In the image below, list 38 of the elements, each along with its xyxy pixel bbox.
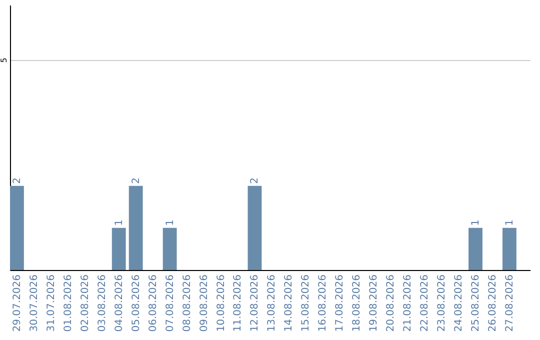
x-tick-label: 03.08.2026 [96, 274, 108, 332]
x-tick-label: 07.08.2026 [164, 274, 176, 332]
x-tick-label: 05.08.2026 [130, 274, 142, 332]
data-label: 2 [12, 178, 23, 184]
x-tick-label: 19.08.2026 [368, 274, 380, 332]
x-tick-label: 29.07.2026 [12, 274, 23, 332]
x-tick-label: 24.08.2026 [454, 274, 465, 332]
x-tick-label: 31.07.2026 [46, 274, 57, 332]
x-tick-label: 21.08.2026 [402, 274, 414, 332]
x-tick-label: 09.08.2026 [198, 274, 210, 332]
data-label: 2 [250, 178, 261, 184]
x-tick-label: 08.08.2026 [182, 274, 193, 332]
x-tick-label: 27.08.2026 [504, 274, 516, 332]
x-tick-label: 01.08.2026 [62, 274, 74, 332]
x-tick-label: 14.08.2026 [284, 274, 295, 332]
data-label: 1 [164, 220, 176, 226]
data-label: 1 [504, 220, 516, 226]
x-tick-label: 02.08.2026 [80, 274, 91, 332]
x-tick-label: 16.08.2026 [318, 274, 329, 332]
x-tick-label: 18.08.2026 [352, 274, 363, 332]
x-tick-label: 22.08.2026 [420, 274, 431, 332]
x-tick-label: 17.08.2026 [334, 274, 346, 332]
x-tick-label: 12.08.2026 [250, 274, 261, 332]
data-label: 1 [470, 220, 482, 226]
x-tick-label: 26.08.2026 [487, 274, 498, 332]
x-tick-label: 13.08.2026 [266, 274, 278, 332]
x-tick-label: 10.08.2026 [216, 274, 227, 332]
y-tick-label: 5 [0, 58, 8, 63]
x-tick-label: 23.08.2026 [436, 274, 448, 332]
x-tick-label: 25.08.2026 [470, 274, 482, 332]
x-tick-label: 06.08.2026 [148, 274, 159, 332]
data-label: 1 [114, 220, 125, 226]
data-label: 2 [130, 178, 142, 184]
x-tick-label: 11.08.2026 [232, 274, 244, 332]
x-tick-label: 30.07.2026 [28, 274, 40, 332]
x-tick-label: 20.08.2026 [386, 274, 397, 332]
x-tick-label: 04.08.2026 [114, 274, 125, 332]
x-tick-label: 15.08.2026 [300, 274, 312, 332]
